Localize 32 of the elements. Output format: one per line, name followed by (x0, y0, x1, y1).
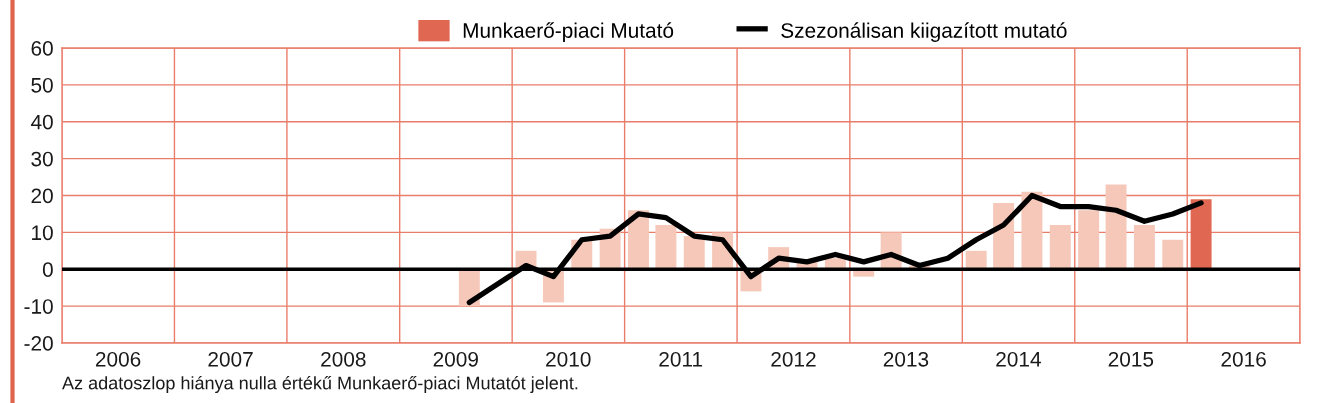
x-tick-label: 2006 (95, 351, 141, 367)
x-tick-label: 2009 (433, 351, 478, 367)
y-tick-label: 20 (31, 188, 53, 204)
bar (1190, 199, 1212, 270)
x-tick-label: 2016 (1221, 351, 1266, 367)
bar (683, 236, 705, 270)
x-tick-label: 2014 (996, 351, 1041, 367)
bar (1133, 225, 1155, 270)
x-tick-label: 2010 (546, 351, 591, 367)
y-tick-label: 0 (42, 262, 53, 277)
y-tick-label: 50 (31, 77, 53, 93)
bar (1078, 210, 1100, 270)
bar (1049, 225, 1071, 270)
bar (965, 250, 987, 270)
y-tick-label: 10 (32, 225, 53, 241)
bar (655, 225, 677, 270)
x-tick-label: 2015 (1108, 351, 1154, 367)
text: Az adatoszlop hiánya nulla értékű Munkaerő-piaci Mutatót jelent. (62, 375, 578, 393)
y-tick-label: -10 (24, 299, 53, 314)
x-tick-label: 2013 (883, 351, 929, 367)
y-tick-label: 40 (30, 114, 53, 130)
legend-label: Munkaerő-piaci Mutató (463, 22, 674, 43)
x-tick-label: 2007 (208, 351, 253, 367)
x-tick-label: 2008 (321, 351, 366, 367)
y-tick-label: 30 (31, 151, 53, 167)
legend-label: Szezonálisan kiigazított mutató (781, 22, 1067, 43)
y-tick-label: 60 (31, 41, 53, 56)
x-tick-label: 2012 (771, 351, 816, 367)
x-tick-label: 2011 (659, 351, 703, 367)
bar (1105, 184, 1127, 270)
y-tick-label: -20 (24, 336, 53, 351)
bar (1162, 239, 1184, 270)
